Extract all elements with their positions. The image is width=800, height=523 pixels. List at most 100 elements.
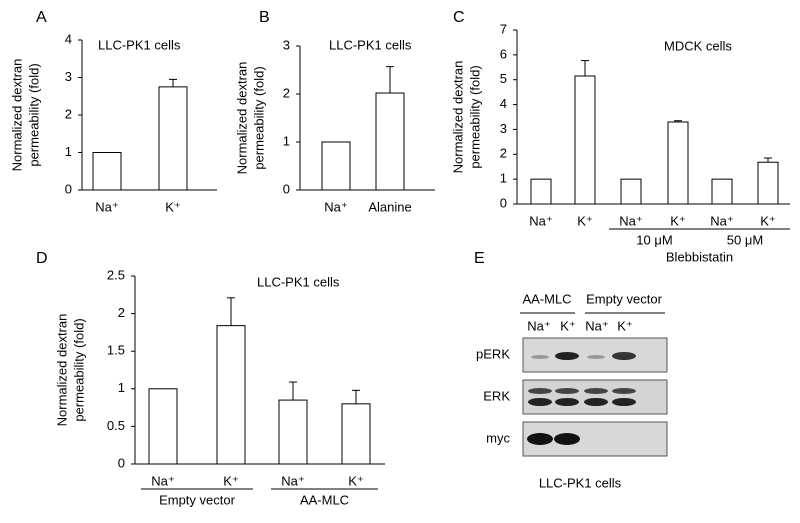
band (555, 388, 579, 394)
band (612, 352, 636, 360)
panel-letter: A (36, 9, 47, 26)
y-axis-label: Normalized dextran (9, 59, 24, 172)
bar (148, 388, 178, 465)
x-tick-label: Na⁺ (619, 213, 642, 228)
x-tick-label: K⁺ (577, 213, 593, 228)
group-label: AA-MLC (300, 492, 349, 507)
y-tick-label: 1 (65, 144, 72, 159)
band (612, 388, 636, 394)
lane-label: Na⁺ (585, 318, 608, 333)
x-tick-label: Na⁺ (324, 199, 347, 214)
band (584, 398, 608, 406)
y-axis-label: permeability (fold) (251, 66, 266, 169)
bar (341, 403, 371, 465)
x-tick-label: Alanine (368, 199, 411, 214)
x-tick-label: K⁺ (348, 473, 364, 488)
lane-label: K⁺ (617, 318, 633, 333)
y-tick-label: 6 (500, 46, 507, 61)
y-tick-label: 2 (500, 146, 507, 161)
y-tick-label: 3 (65, 69, 72, 84)
band (555, 398, 579, 406)
blot-group: AA-MLC (522, 291, 571, 306)
blot-title: LLC-PK1 cells (539, 475, 622, 490)
group-label: Empty vector (159, 492, 236, 507)
y-tick-label: 5 (500, 71, 507, 86)
blot-panel: E AA-MLC Empty vector Na⁺ K⁺ Na⁺ K⁺ pERK… (474, 250, 668, 490)
lane-label: Na⁺ (527, 318, 550, 333)
x-tick-label: Na⁺ (95, 199, 118, 214)
bar (278, 399, 308, 465)
chart-title: LLC-PK1 cells (98, 37, 181, 52)
y-axis-label: Normalized dextran (54, 314, 69, 427)
y-axis-label: permeability (fold) (26, 63, 41, 166)
band (555, 352, 579, 360)
chart-title: LLC-PK1 cells (329, 37, 412, 52)
y-tick-label: 4 (500, 96, 507, 111)
y-tick-label: 1.5 (107, 343, 125, 358)
y-tick-label: 1 (118, 380, 125, 395)
bar (321, 141, 351, 191)
band (528, 398, 552, 406)
y-tick-label: 2.5 (107, 267, 125, 282)
band (584, 388, 608, 394)
group-caption: Blebbistatin (666, 249, 733, 264)
y-tick-label: 1 (283, 133, 290, 148)
x-tick-label: K⁺ (670, 213, 686, 228)
panel-letter: C (453, 9, 465, 26)
band (587, 355, 605, 359)
band (531, 355, 549, 359)
group-label: 50 μM (727, 232, 763, 247)
panel-letter: E (474, 250, 485, 267)
y-axis-label: Normalized dextran (450, 61, 465, 174)
chart-title: LLC-PK1 cells (257, 274, 340, 289)
row-label: pERK (476, 346, 510, 361)
y-tick-label: 0 (65, 181, 72, 196)
y-tick-label: 0 (500, 195, 507, 210)
y-tick-label: 2 (118, 305, 125, 320)
blot-strip (522, 337, 668, 373)
x-tick-label: Na⁺ (281, 473, 304, 488)
x-tick-label: K⁺ (165, 199, 181, 214)
blot-strip (522, 379, 668, 415)
bar (530, 178, 552, 205)
row-label: myc (486, 430, 510, 445)
bar (216, 325, 246, 465)
x-tick-label: Na⁺ (529, 213, 552, 228)
y-tick-label: 3 (500, 121, 507, 136)
bar (158, 86, 188, 191)
blot-group: Empty vector (586, 291, 663, 306)
y-tick-label: 2 (283, 85, 290, 100)
x-tick-label: K⁺ (760, 213, 776, 228)
y-axis-label: permeability (fold) (71, 318, 86, 421)
band (612, 398, 636, 406)
y-tick-label: 2 (65, 106, 72, 121)
y-tick-label: 0.5 (107, 418, 125, 433)
bar (375, 92, 405, 191)
bar (92, 152, 122, 191)
band (527, 433, 553, 445)
y-tick-label: 3 (283, 37, 290, 52)
bar (620, 178, 642, 205)
y-tick-label: 1 (500, 171, 507, 186)
x-tick-label: K⁺ (223, 473, 239, 488)
bar (711, 178, 733, 205)
y-tick-label: 4 (65, 31, 72, 46)
panel-letter: D (36, 250, 48, 267)
group-label: 10 μM (636, 232, 672, 247)
chart-title: MDCK cells (664, 38, 732, 53)
y-tick-label: 7 (500, 21, 507, 36)
y-tick-label: 0 (283, 181, 290, 196)
row-label: ERK (483, 388, 510, 403)
x-tick-label: Na⁺ (151, 473, 174, 488)
band (528, 388, 552, 394)
band (554, 433, 580, 445)
bar (574, 75, 596, 205)
bar (757, 161, 779, 205)
x-tick-label: Na⁺ (710, 213, 733, 228)
y-axis-label: permeability (fold) (467, 65, 482, 168)
y-tick-label: 0 (118, 455, 125, 470)
bar (667, 121, 689, 205)
lane-label: K⁺ (560, 318, 576, 333)
